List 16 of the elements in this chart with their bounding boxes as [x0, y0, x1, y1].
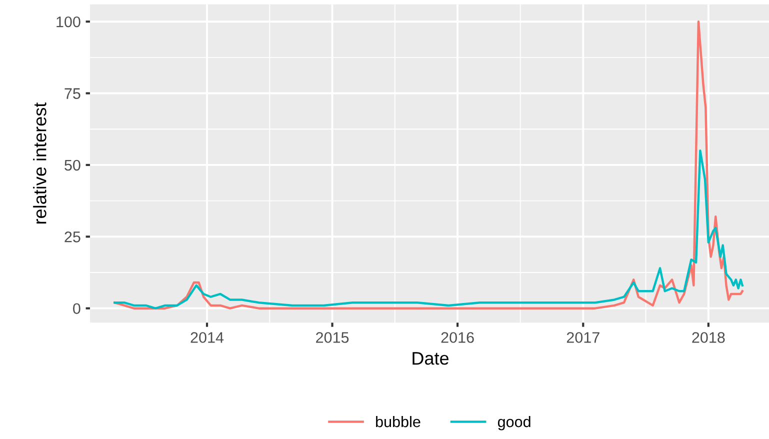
- legend-label: bubble: [376, 416, 420, 428]
- x-tick-label: 2017: [566, 332, 600, 343]
- y-tick-label: 50: [64, 160, 80, 171]
- x-tick-label: 2015: [316, 332, 349, 343]
- x-tick-label: 2016: [441, 332, 474, 343]
- line-series: [114, 150, 744, 310]
- y-tick-label: 25: [64, 232, 80, 242]
- x-tick-label: 2018: [692, 332, 725, 343]
- y-tick-label: 0: [73, 303, 80, 314]
- line-series: [114, 20, 744, 310]
- legend-label: good: [498, 416, 530, 430]
- x-tick-label: 2014: [190, 332, 224, 343]
- x-axis-title: Date: [412, 352, 449, 365]
- y-tick-label: 75: [64, 88, 80, 99]
- y-axis-title: relative interest: [33, 102, 46, 224]
- y-tick-label: 100: [56, 16, 80, 28]
